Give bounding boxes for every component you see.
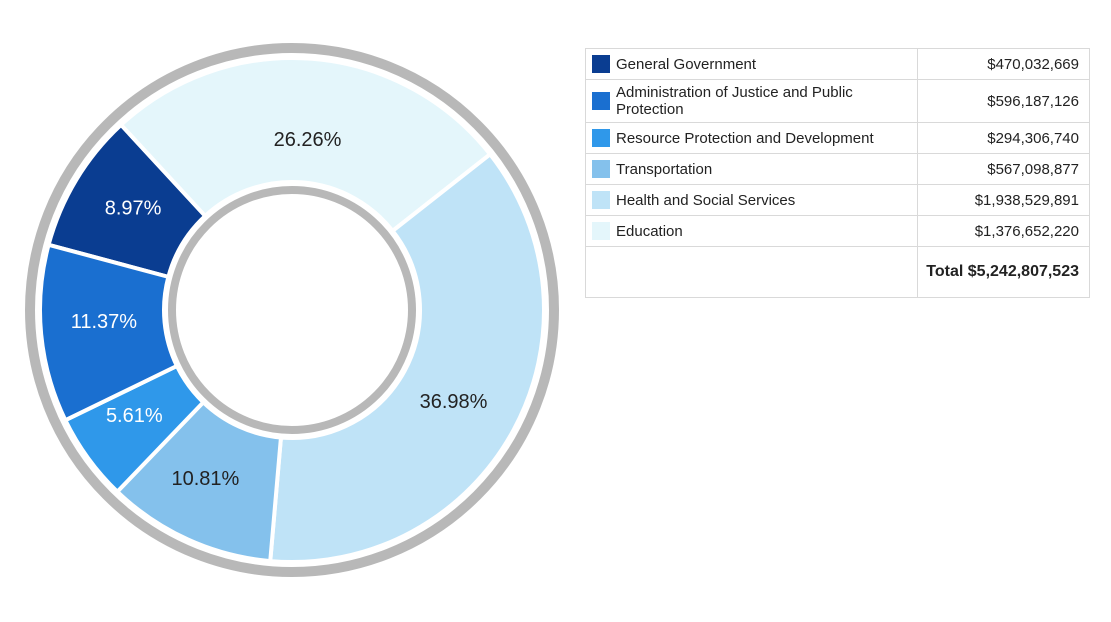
legend-value-education: $1,376,652,220 xyxy=(918,216,1090,247)
legend-swatch-transportation xyxy=(592,160,610,178)
legend-value-general_government: $470,032,669 xyxy=(918,49,1090,80)
legend-table: General Government$470,032,669Administra… xyxy=(585,48,1090,298)
slice-label-general_government: 8.97% xyxy=(105,197,162,219)
legend-label-health_social: Health and Social Services xyxy=(610,185,918,216)
legend-label-general_government: General Government xyxy=(610,49,918,80)
slice-label-transportation: 10.81% xyxy=(171,468,239,490)
legend-swatch-general_government xyxy=(592,55,610,73)
legend-value-resource_protection: $294,306,740 xyxy=(918,123,1090,154)
legend-label-resource_protection: Resource Protection and Development xyxy=(610,123,918,154)
legend-total-value: $5,242,807,523 xyxy=(968,263,1079,280)
legend-row-resource_protection: Resource Protection and Development$294,… xyxy=(586,123,1090,154)
legend-label-education: Education xyxy=(610,216,918,247)
donut-chart: 8.97% 26.26% 36.98% 10.81% 5.61% 11.37% xyxy=(20,10,580,610)
legend-label-transportation: Transportation xyxy=(610,154,918,185)
legend-total-label: Total xyxy=(926,263,963,280)
legend-total-row: Total $5,242,807,523 xyxy=(586,247,1090,298)
legend-row-general_government: General Government$470,032,669 xyxy=(586,49,1090,80)
legend-swatch-education xyxy=(592,222,610,240)
legend-swatch-resource_protection xyxy=(592,129,610,147)
legend-row-admin_justice: Administration of Justice and Public Pro… xyxy=(586,80,1090,123)
legend-swatch-health_social xyxy=(592,191,610,209)
legend-row-health_social: Health and Social Services$1,938,529,891 xyxy=(586,185,1090,216)
legend-row-transportation: Transportation$567,098,877 xyxy=(586,154,1090,185)
legend-total: Total $5,242,807,523 xyxy=(918,247,1090,298)
legend-value-health_social: $1,938,529,891 xyxy=(918,185,1090,216)
slice-label-health_social: 36.98% xyxy=(420,391,488,413)
legend-value-transportation: $567,098,877 xyxy=(918,154,1090,185)
slice-label-education: 26.26% xyxy=(274,129,342,151)
legend-row-education: Education$1,376,652,220 xyxy=(586,216,1090,247)
slice-label-admin_justice: 11.37% xyxy=(71,311,138,333)
legend-value-admin_justice: $596,187,126 xyxy=(918,80,1090,123)
legend-swatch-admin_justice xyxy=(592,92,610,110)
inner-ring xyxy=(172,190,412,430)
slice-label-resource_protection: 5.61% xyxy=(106,405,163,427)
legend-label-admin_justice: Administration of Justice and Public Pro… xyxy=(610,80,918,123)
